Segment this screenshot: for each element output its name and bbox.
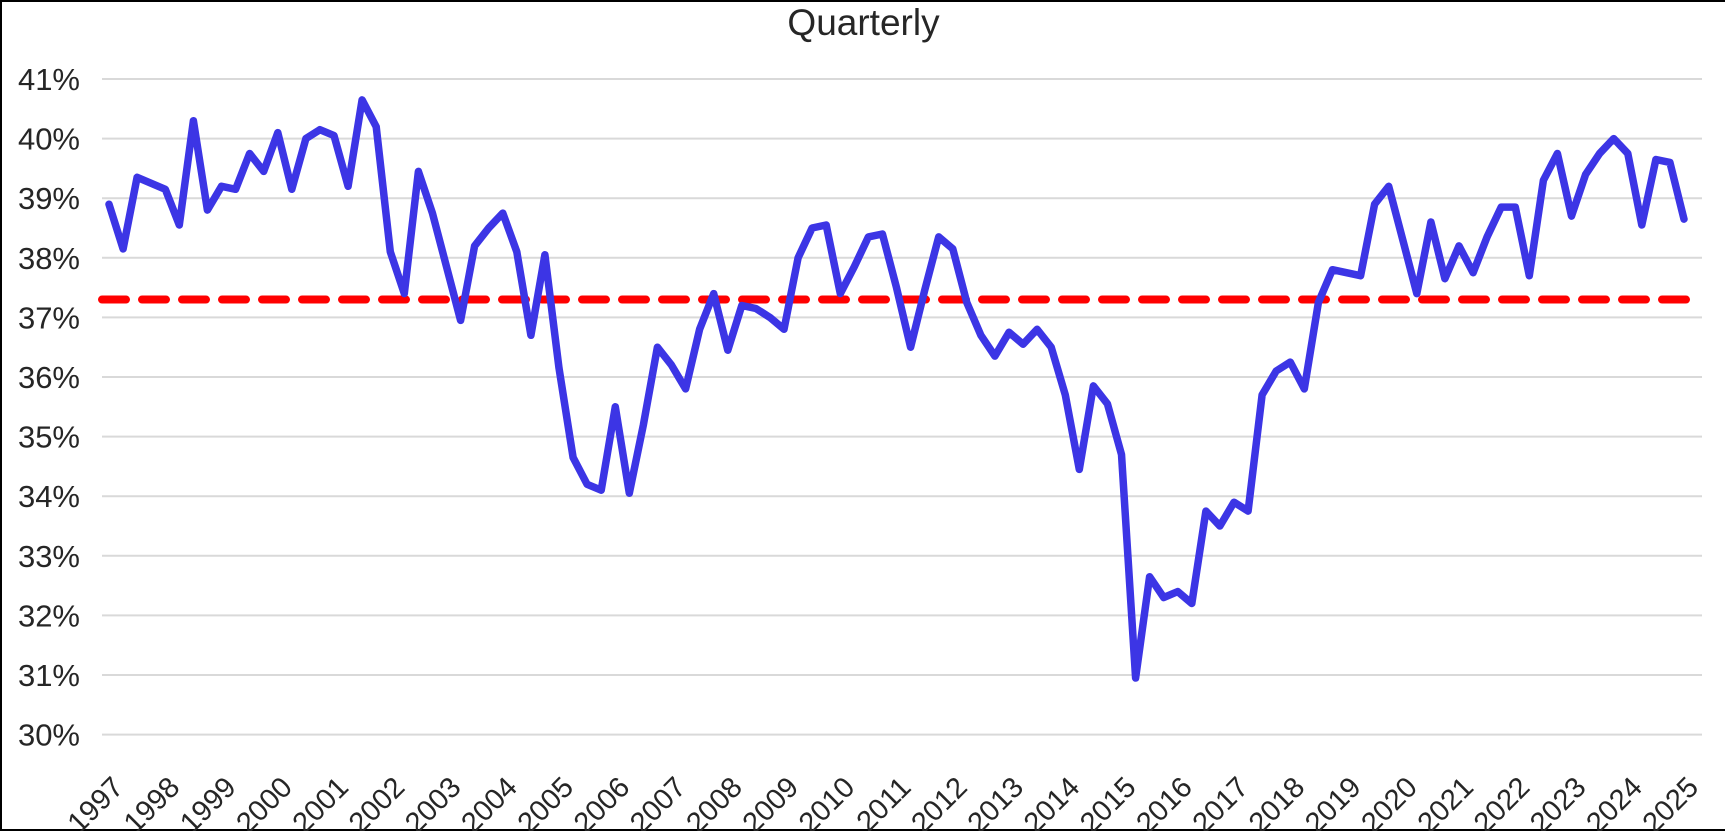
- chart-title: Quarterly: [787, 2, 940, 43]
- y-axis-tick-label: 38%: [18, 241, 80, 276]
- y-axis-tick-label: 39%: [18, 181, 80, 216]
- x-axis-tick-label: 2017: [1187, 771, 1255, 831]
- x-axis-tick-label: 2003: [399, 771, 467, 831]
- quarterly-series-line: [105, 96, 1688, 682]
- x-axis-tick-label: 1999: [174, 771, 242, 831]
- x-axis-tick-label: 2000: [230, 771, 298, 831]
- x-axis-tick-label: 2025: [1637, 771, 1705, 831]
- x-axis-tick-label: 2016: [1130, 771, 1198, 831]
- y-axis-tick-label: 32%: [18, 598, 80, 633]
- x-axis-tick-label: 2011: [851, 771, 918, 831]
- x-axis-tick-label: 1998: [118, 771, 186, 831]
- x-axis-tick-label: 2020: [1355, 771, 1423, 831]
- x-axis-tick-label: 2002: [343, 771, 411, 831]
- x-axis-tick-label: 2013: [962, 771, 1030, 831]
- y-axis-tick-label: 34%: [18, 479, 80, 514]
- y-axis-tick-label: 30%: [18, 718, 80, 753]
- x-axis-tick-label: 2006: [568, 771, 636, 831]
- x-axis-tick-label: 2007: [624, 771, 692, 831]
- x-axis-tick-label: 2014: [1018, 771, 1086, 831]
- y-axis-tick-label: 36%: [18, 360, 80, 395]
- x-axis-tick-label: 2004: [455, 771, 523, 831]
- y-axis-tick-label: 37%: [18, 300, 80, 335]
- y-axis-tick-label: 41%: [18, 62, 80, 97]
- x-axis-tick-label: 2019: [1299, 771, 1367, 831]
- y-axis-tick-label: 31%: [18, 658, 80, 693]
- x-axis-tick-label: 2001: [287, 771, 355, 831]
- x-axis-tick-label: 2008: [680, 771, 748, 831]
- y-axis-tick-label: 35%: [18, 420, 80, 455]
- y-axis-tick-label: 40%: [18, 122, 80, 157]
- x-axis-tick-label: 2018: [1243, 771, 1311, 831]
- x-axis-tick-label: 2022: [1468, 771, 1536, 831]
- x-axis-tick-label: 2010: [793, 771, 861, 831]
- x-axis-tick-label: 2009: [737, 771, 805, 831]
- x-axis-tick-label: 2005: [512, 771, 580, 831]
- x-axis-tick-label: 2024: [1580, 771, 1648, 831]
- x-axis-tick-label: 2021: [1412, 771, 1480, 831]
- y-axis-tick-label: 33%: [18, 539, 80, 574]
- x-axis-tick-label: 2023: [1524, 771, 1592, 831]
- x-axis-tick-label: 2015: [1074, 771, 1142, 831]
- x-axis-tick-label: 1997: [62, 771, 130, 831]
- x-axis-tick-label: 2012: [905, 771, 973, 831]
